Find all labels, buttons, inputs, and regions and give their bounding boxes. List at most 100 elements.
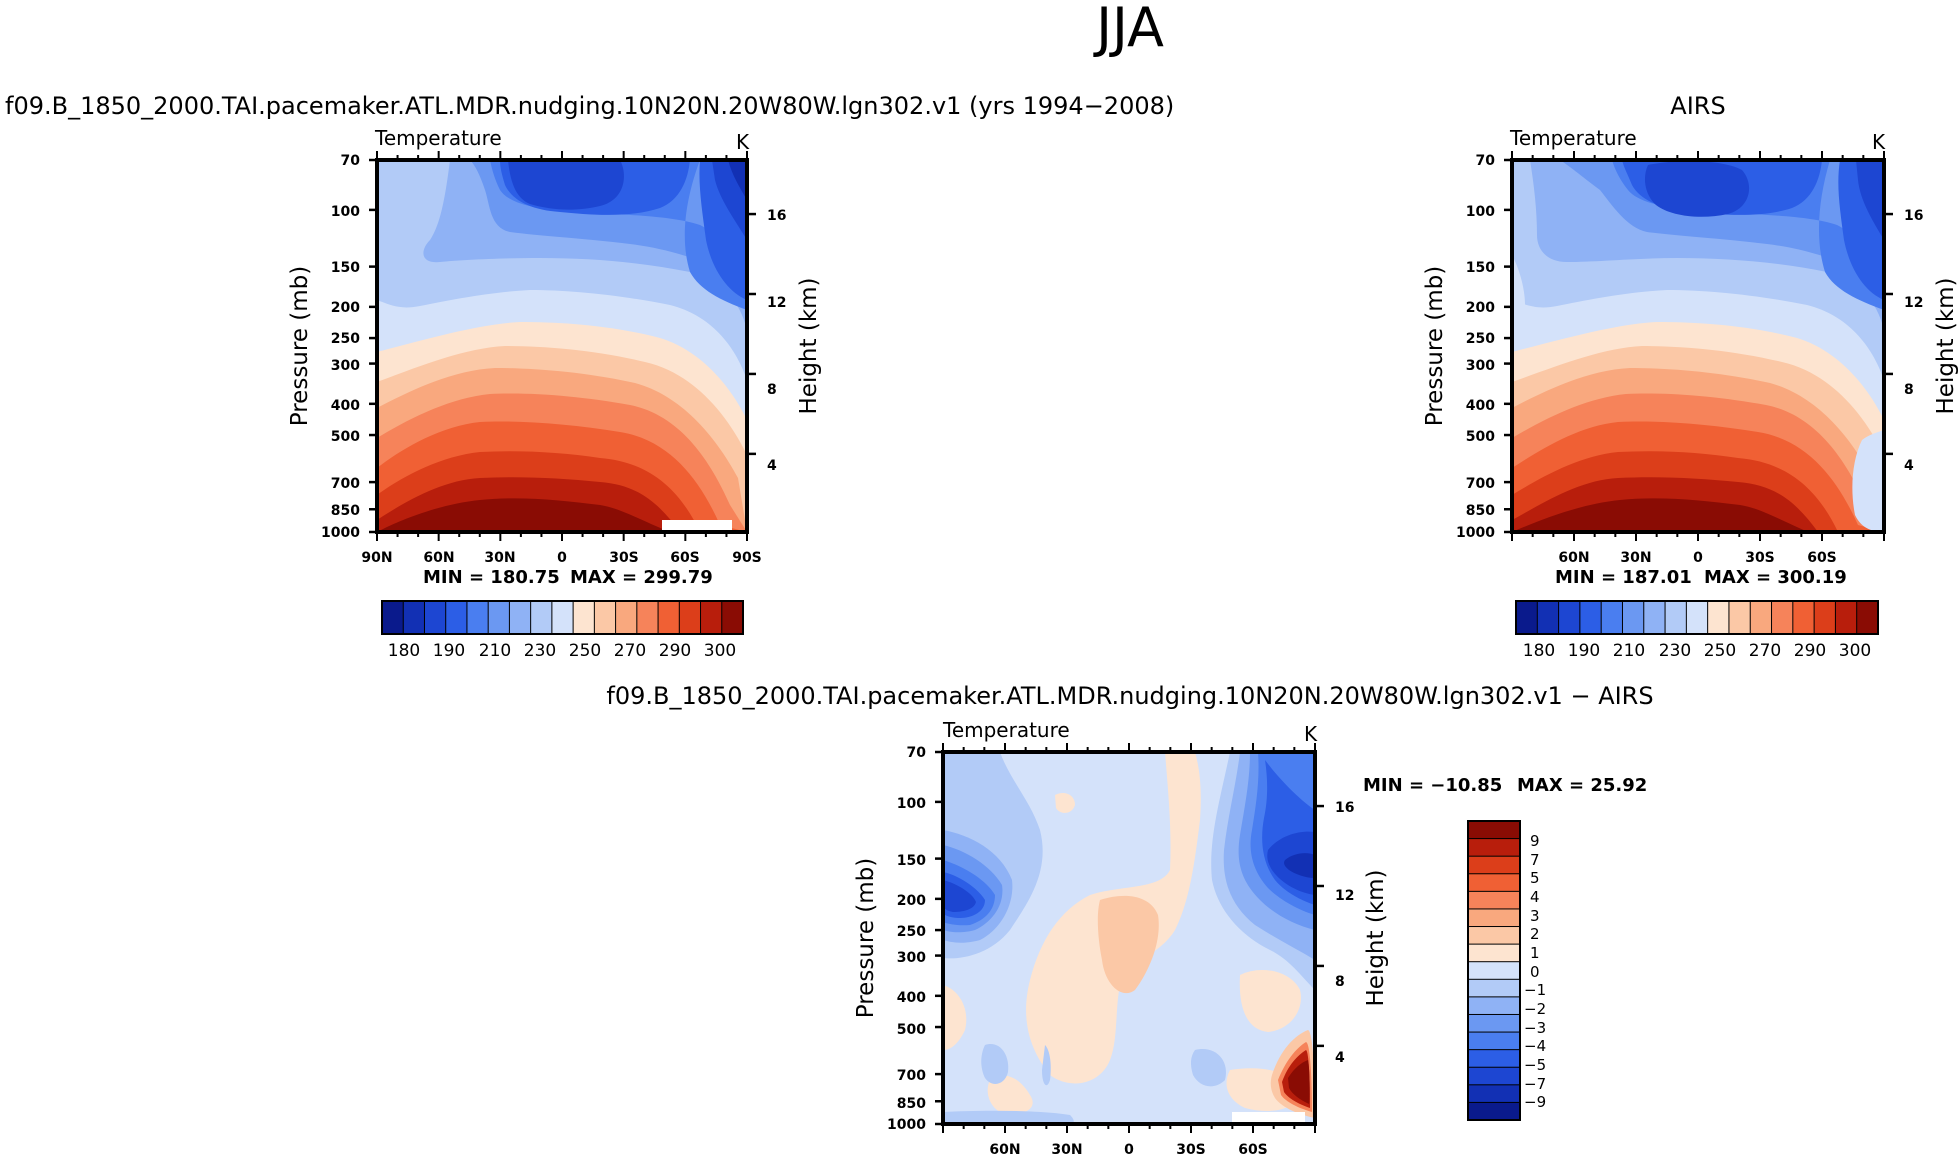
x-tick-label: 30S xyxy=(1745,550,1775,566)
y-tick-label: 850 xyxy=(331,503,360,519)
colorbar-swatch xyxy=(466,600,490,635)
y-tick-label: 300 xyxy=(1466,358,1495,374)
colorbar-label: 210 xyxy=(479,641,511,661)
colorbar-swatch xyxy=(1600,600,1624,635)
panel-difference-axis-ticks xyxy=(935,743,1324,1133)
y-tick-label: 300 xyxy=(331,358,360,374)
y2-tick-label: 8 xyxy=(1904,382,1914,398)
colorbar-swatch xyxy=(1467,890,1521,910)
colorbar-label: −3 xyxy=(1524,1019,1546,1037)
colorbar-swatch xyxy=(721,600,745,635)
colorbar-label: −9 xyxy=(1524,1093,1546,1111)
contour-band xyxy=(981,1044,1009,1084)
colorbar-swatch xyxy=(551,600,575,635)
y-tick-label: 70 xyxy=(907,745,927,761)
y-tick-label: 500 xyxy=(1466,429,1495,445)
colorbar-swatch xyxy=(1792,600,1816,635)
panel-model-x-tick-labels: 90N 60N 30N 0 30S 60S 90S xyxy=(361,550,761,566)
colorbar-frame xyxy=(1467,820,1521,1121)
colorbar-swatch xyxy=(1467,908,1521,928)
contour-band xyxy=(1852,430,1884,532)
colorbar-label: −2 xyxy=(1524,1000,1546,1018)
y-tick-label: 150 xyxy=(897,853,926,869)
colorbar-swatch xyxy=(1643,600,1667,635)
y2-tick-label: 12 xyxy=(1904,295,1923,311)
colorbar-label: 230 xyxy=(524,641,556,661)
y-tick-label: 400 xyxy=(897,990,926,1006)
colorbar-label: 270 xyxy=(614,641,646,661)
panel-difference-title: f09.B_1850_2000.TAI.pacemaker.ATL.MDR.nu… xyxy=(606,682,1653,710)
y-tick-label: 1000 xyxy=(321,525,360,541)
colorbar-swatch xyxy=(1467,961,1521,981)
colorbar-frame xyxy=(1515,600,1879,635)
y-tick-label: 100 xyxy=(897,796,926,812)
y-tick-label: 300 xyxy=(897,950,926,966)
colorbar-swatch xyxy=(636,600,660,635)
panel-obs-title: AIRS xyxy=(1670,92,1725,120)
colorbar-label: 290 xyxy=(659,641,691,661)
contour-band xyxy=(508,160,624,210)
y2-tick-label: 8 xyxy=(767,382,777,398)
x-tick-label: 60N xyxy=(423,550,454,566)
colorbar-swatch xyxy=(423,600,447,635)
y2-tick-label: 12 xyxy=(767,295,786,311)
y-tick-label: 70 xyxy=(1476,153,1496,169)
colorbar-swatch xyxy=(1664,600,1688,635)
colorbar-label: 180 xyxy=(388,641,420,661)
panel-obs-field xyxy=(1512,160,1884,532)
panel-difference-x-tick-labels: 60N 30N 0 30S 60S xyxy=(989,1142,1267,1158)
y-tick-label: 1000 xyxy=(1456,525,1495,541)
panel-obs-axis-ticks xyxy=(1504,151,1893,541)
colorbar-swatch xyxy=(1467,1013,1521,1034)
y-tick-label: 500 xyxy=(897,1022,926,1038)
colorbar-swatch xyxy=(1467,873,1521,893)
panel-model-colorbar: 180 190 210 230 250 270 290 300 xyxy=(381,600,745,661)
colorbar-label: 190 xyxy=(433,641,465,661)
y2-tick-label: 12 xyxy=(1335,888,1354,904)
y2-tick-label: 4 xyxy=(1335,1050,1345,1066)
y-tick-label: 250 xyxy=(331,331,360,347)
y-tick-label: 850 xyxy=(1466,503,1495,519)
colorbar-swatch xyxy=(1707,600,1730,635)
x-tick-label: 30S xyxy=(1176,1142,1206,1158)
x-tick-label: 60N xyxy=(989,1142,1020,1158)
x-tick-label: 60N xyxy=(1558,550,1589,566)
y2-tick-label: 4 xyxy=(767,458,777,474)
panel-difference-units: K xyxy=(1304,722,1318,746)
contour-band xyxy=(1512,255,1525,312)
colorbar-label: 3 xyxy=(1530,907,1540,925)
colorbar-swatch xyxy=(1515,600,1539,635)
colorbar-swatch xyxy=(657,600,681,635)
contour-band xyxy=(1856,160,1884,240)
colorbar-label: 5 xyxy=(1530,869,1540,887)
panel-obs: AIRS Temperature K 70 xyxy=(1422,92,1959,661)
y2-tick-label: 16 xyxy=(1335,800,1354,816)
colorbar-swatch xyxy=(1467,855,1521,875)
colorbar-label: 290 xyxy=(1794,641,1826,661)
colorbar-swatch xyxy=(700,600,723,635)
colorbar-label: −4 xyxy=(1524,1037,1546,1055)
colorbar-swatch xyxy=(1467,1066,1521,1086)
colorbar-swatches xyxy=(1467,820,1521,1121)
contour-band xyxy=(943,1110,1074,1124)
contour-band xyxy=(943,985,967,1050)
contour-band xyxy=(943,880,976,912)
panel-difference-y-axis-title: Pressure (mb) xyxy=(853,858,879,1018)
colorbar-swatch xyxy=(1467,978,1521,998)
x-tick-label: 90S xyxy=(732,550,762,566)
colorbar-label: 250 xyxy=(1704,641,1736,661)
colorbar-swatch xyxy=(1685,600,1709,635)
y-tick-label: 400 xyxy=(331,398,360,414)
colorbar-label: 300 xyxy=(1839,641,1871,661)
colorbar-swatch xyxy=(1467,1031,1521,1051)
colorbar-swatches xyxy=(381,600,745,635)
x-tick-label: 30S xyxy=(609,550,639,566)
colorbar-label: 2 xyxy=(1530,925,1540,943)
panel-obs-y-tick-labels: 70 100 150 200 250 300 400 500 700 850 1… xyxy=(1456,153,1495,541)
panel-difference-max: MAX = 25.92 xyxy=(1517,775,1647,796)
panel-difference: f09.B_1850_2000.TAI.pacemaker.ATL.MDR.nu… xyxy=(606,682,1653,1158)
colorbar-swatch xyxy=(1467,926,1521,946)
panel-model-y-axis-title: Pressure (mb) xyxy=(287,266,313,426)
y-tick-label: 150 xyxy=(1466,260,1495,276)
colorbar-label: 250 xyxy=(569,641,601,661)
